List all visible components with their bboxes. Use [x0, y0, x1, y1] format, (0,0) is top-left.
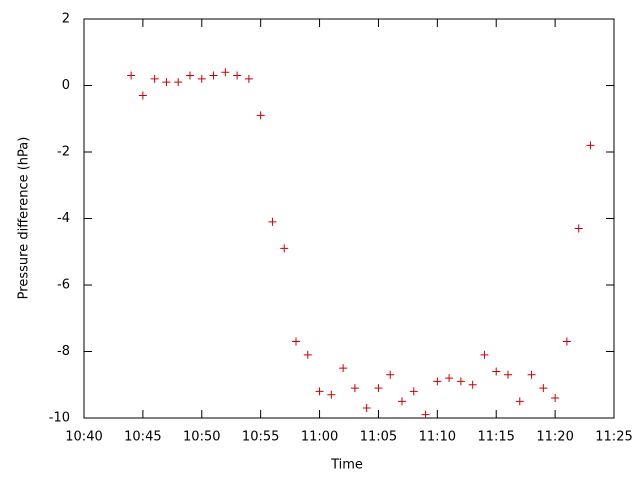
- y-tick-label: 0: [62, 78, 70, 93]
- point: [386, 370, 395, 379]
- y-tick-label: -4: [57, 211, 70, 226]
- y-tick-label: -6: [57, 278, 70, 293]
- point: [527, 370, 536, 379]
- plot-border: [83, 18, 615, 419]
- x-tick-label: 11:25: [595, 430, 632, 445]
- point: [150, 74, 159, 83]
- point: [445, 374, 454, 383]
- point: [562, 337, 571, 346]
- x-tick-label: 11:15: [477, 430, 514, 445]
- point: [303, 350, 312, 359]
- point: [162, 78, 171, 87]
- point: [315, 387, 324, 396]
- point: [280, 244, 289, 253]
- point: [209, 71, 218, 80]
- x-tick-label: 10:45: [124, 430, 161, 445]
- x-tick-label: 11:05: [360, 430, 397, 445]
- point: [586, 141, 595, 150]
- point: [186, 71, 194, 80]
- point: [421, 410, 430, 419]
- point: [268, 217, 277, 226]
- point: [433, 377, 442, 386]
- x-tick-label: 10:40: [65, 430, 102, 445]
- x-tick-label: 10:55: [242, 430, 279, 445]
- point: [504, 370, 512, 379]
- x-axis-label: Time: [330, 458, 363, 473]
- point: [539, 384, 548, 393]
- point: [551, 394, 560, 403]
- y-tick-label: -2: [57, 145, 70, 160]
- point: [256, 111, 265, 120]
- y-tick-label: -10: [49, 411, 70, 426]
- y-tick-label: -8: [57, 344, 70, 359]
- point: [574, 224, 583, 233]
- y-axis-label: Pressure difference (hPa): [17, 137, 32, 300]
- point: [339, 364, 348, 373]
- point: [221, 68, 230, 77]
- point: [468, 380, 477, 389]
- point: [456, 377, 465, 386]
- x-tick-label: 11:10: [419, 430, 456, 445]
- point: [244, 74, 253, 83]
- point: [480, 350, 489, 359]
- y-tick-label: 2: [62, 12, 70, 27]
- point: [292, 337, 300, 346]
- point: [197, 74, 206, 83]
- point: [350, 384, 359, 393]
- point: [362, 404, 371, 413]
- point: [127, 71, 136, 80]
- point: [409, 387, 418, 396]
- point: [515, 397, 524, 406]
- point: [374, 384, 383, 393]
- point: [233, 71, 242, 80]
- point: [492, 367, 501, 376]
- x-tick-label: 11:00: [301, 430, 338, 445]
- point: [327, 390, 336, 399]
- point: [174, 78, 183, 87]
- point: [398, 397, 406, 406]
- point: [138, 91, 147, 100]
- x-tick-label: 11:20: [536, 430, 573, 445]
- x-tick-label: 10:50: [183, 430, 220, 445]
